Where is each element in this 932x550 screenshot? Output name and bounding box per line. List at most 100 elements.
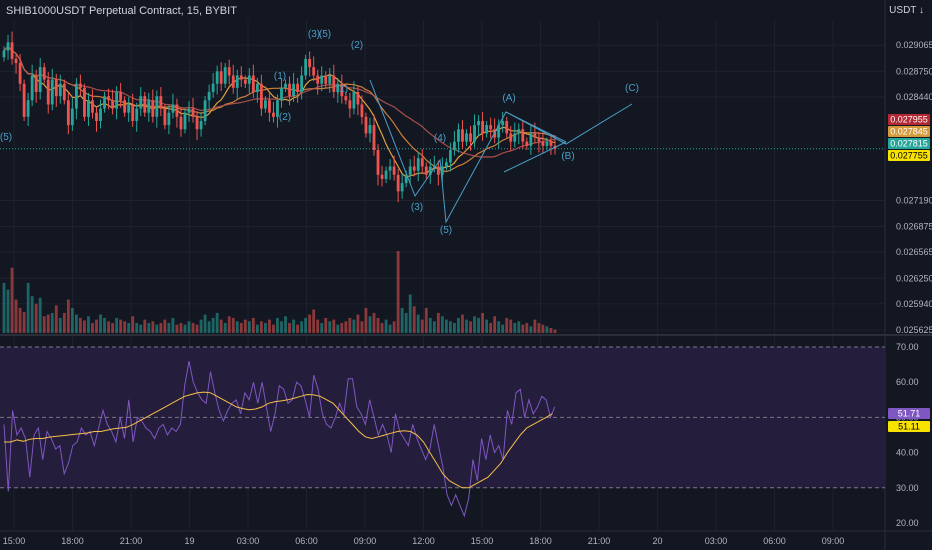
volume-bar: [545, 326, 549, 333]
candle-body: [533, 133, 537, 138]
candle-body: [115, 92, 119, 109]
price-label-text: 0.027955: [890, 115, 928, 125]
volume-bar: [223, 322, 227, 333]
candle-body: [384, 170, 388, 179]
candle-body: [227, 67, 231, 76]
candle-body: [103, 96, 106, 109]
time-tick-label: 03:00: [237, 536, 260, 546]
candle-body: [509, 133, 513, 142]
candle-body: [497, 125, 501, 138]
candle-body: [485, 125, 489, 134]
volume-bar: [91, 322, 94, 333]
volume-bar: [127, 322, 131, 333]
price-label-bg: [888, 126, 930, 137]
candle-body: [42, 67, 46, 80]
candle-body: [344, 96, 348, 101]
volume-bar: [513, 322, 517, 333]
candle-body: [529, 133, 533, 146]
candle-body: [449, 149, 452, 163]
volume-bar: [392, 321, 396, 333]
volume-bar: [505, 317, 509, 333]
candle-body: [316, 75, 320, 84]
candle-body: [328, 75, 332, 84]
candlestick-series: [2, 31, 557, 203]
candle-body: [14, 58, 18, 64]
volume-bar: [115, 317, 119, 333]
volume-bar: [489, 322, 493, 333]
candle-body: [91, 100, 94, 113]
wave-label: (5): [440, 225, 452, 236]
volume-bar: [380, 322, 384, 333]
volume-bar: [179, 322, 183, 333]
candle-body: [107, 96, 110, 101]
volume-bar: [501, 324, 505, 333]
wave-label: (C): [625, 83, 639, 94]
volume-bar: [147, 322, 151, 333]
volume-bar: [2, 282, 6, 333]
price-label-bg: [888, 150, 930, 161]
volume-bar: [449, 321, 452, 333]
candle-body: [10, 42, 14, 59]
volume-bar: [440, 316, 444, 333]
candle-body: [473, 125, 476, 142]
price-tick-label: 0.026565: [896, 247, 932, 257]
candle-body: [525, 141, 529, 146]
time-tick-label: 18:00: [529, 536, 552, 546]
volume-bar: [215, 312, 219, 333]
candle-body: [151, 100, 155, 117]
candle-body: [457, 129, 460, 142]
volume-bar: [384, 319, 388, 333]
candle-body: [364, 116, 368, 134]
wave-label: (5): [0, 132, 12, 143]
candle-body: [18, 63, 22, 84]
candle-body: [320, 75, 324, 84]
candle-body: [207, 92, 211, 101]
candle-body: [404, 174, 408, 184]
candle-body: [139, 96, 143, 109]
candle-body: [259, 83, 263, 109]
candle-body: [211, 83, 215, 93]
volume-bar: [288, 322, 291, 333]
rsi-ma-line: [4, 391, 553, 489]
currency-selector[interactable]: USDT ↓: [889, 5, 924, 16]
candle-body: [163, 108, 167, 126]
volume-bar: [517, 321, 521, 333]
volume-bar: [235, 321, 239, 333]
candle-body: [284, 83, 287, 88]
volume-bars: [2, 251, 557, 333]
candle-body: [147, 100, 151, 113]
candle-body: [356, 92, 360, 105]
volume-bar: [316, 319, 320, 333]
volume-bar: [18, 307, 22, 333]
candle-body: [541, 141, 545, 146]
rsi-tick-label: 20.00: [896, 518, 919, 528]
candle-body: [50, 79, 54, 105]
volume-bar: [139, 324, 143, 333]
volume-bar: [340, 322, 344, 333]
volume-bar: [324, 317, 328, 333]
candle-body: [183, 112, 187, 130]
candle-body: [537, 137, 541, 142]
candle-body: [127, 104, 131, 113]
volume-bar: [356, 314, 360, 333]
candle-body: [30, 75, 34, 101]
volume-bar: [34, 303, 38, 333]
candle-body: [276, 100, 279, 117]
volume-bar: [525, 322, 529, 333]
volume-bar: [107, 321, 110, 333]
moving-average-line: [3, 45, 556, 158]
candle-body: [74, 83, 78, 109]
volume-bar: [497, 321, 501, 333]
candle-body: [348, 100, 352, 109]
price-label-tag: 0.027815: [888, 138, 930, 149]
volume-bar: [436, 312, 440, 333]
volume-bar: [477, 317, 480, 333]
candle-body: [444, 162, 448, 167]
volume-bar: [412, 306, 416, 333]
wave-label: (1): [336, 84, 348, 95]
volume-bar: [243, 319, 247, 333]
volume-bar: [308, 314, 312, 333]
volume-bar: [219, 319, 223, 333]
volume-bar: [537, 322, 541, 333]
candle-body: [79, 83, 82, 88]
